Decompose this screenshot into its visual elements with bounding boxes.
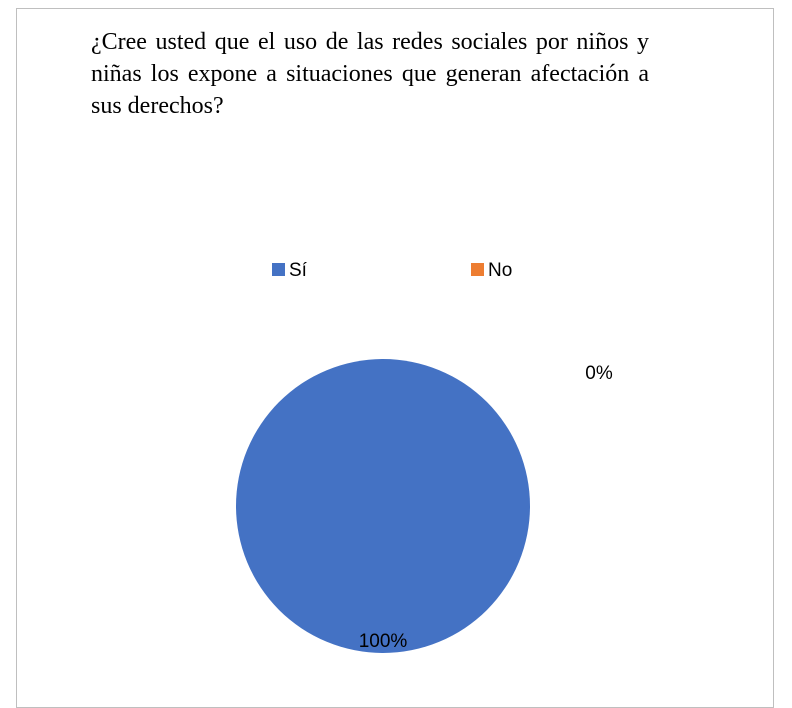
data-labels: 100% 0% [359, 363, 613, 652]
data-label-si: 100% [359, 631, 408, 652]
pie-chart: Sí No 100% 0% [236, 260, 613, 653]
pie-slice-si [236, 359, 530, 653]
legend-label-no: No [488, 260, 512, 281]
legend-label-si: Sí [289, 260, 308, 281]
chart-title: ¿Cree usted que el uso de las redes soci… [91, 29, 649, 119]
chart-legend: Sí No [272, 260, 512, 281]
data-label-no: 0% [585, 363, 613, 384]
legend-swatch-no [471, 263, 484, 276]
pie-slices [236, 359, 530, 653]
legend-swatch-si [272, 263, 285, 276]
